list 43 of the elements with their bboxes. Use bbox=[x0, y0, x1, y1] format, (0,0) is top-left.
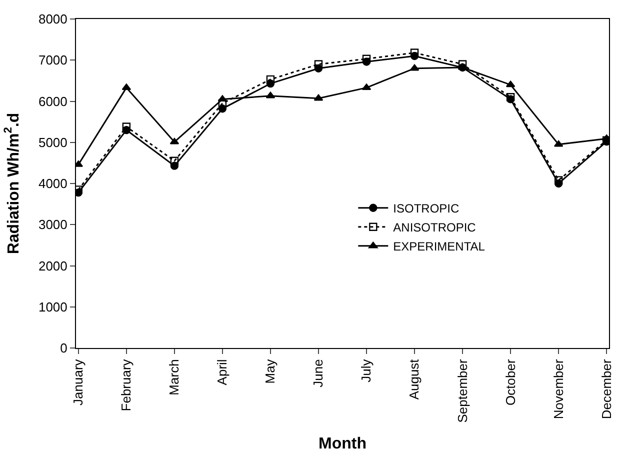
point bbox=[410, 48, 419, 57]
y-tick-label: 0 bbox=[60, 340, 68, 356]
legend-label: EXPERIMENTAL bbox=[393, 240, 486, 254]
y-tick-label: 3000 bbox=[38, 217, 68, 232]
point bbox=[314, 60, 323, 68]
point bbox=[266, 75, 275, 84]
point bbox=[314, 94, 324, 101]
point bbox=[458, 60, 467, 68]
point bbox=[170, 138, 180, 144]
point bbox=[554, 176, 563, 184]
legend-label: ISOTROPIC bbox=[393, 202, 460, 216]
y-tick-label: 2000 bbox=[38, 258, 68, 274]
point bbox=[362, 54, 371, 63]
x-tick-label: October bbox=[502, 358, 518, 406]
y-tick-label: 7000 bbox=[38, 52, 68, 68]
x-tick-label: June bbox=[310, 359, 326, 388]
point bbox=[554, 140, 564, 147]
x-tick-label: November bbox=[550, 358, 566, 420]
point bbox=[122, 122, 131, 131]
point bbox=[410, 64, 420, 71]
point bbox=[362, 84, 372, 90]
x-axis-title: Month bbox=[318, 435, 366, 452]
y-tick-label: 6000 bbox=[38, 94, 68, 109]
y-tick-label: 1000 bbox=[38, 299, 68, 314]
x-tick-label: December bbox=[598, 358, 614, 420]
x-tick-label: January bbox=[70, 358, 86, 406]
point bbox=[218, 95, 228, 102]
point bbox=[218, 99, 227, 108]
y-tick-label: 4000 bbox=[38, 176, 68, 192]
x-tick-label: April bbox=[214, 359, 230, 386]
y-tick-label: 8000 bbox=[38, 12, 68, 27]
x-tick-label: July bbox=[358, 358, 374, 382]
x-tick-label: March bbox=[166, 359, 182, 396]
y-tick-label: 5000 bbox=[38, 134, 68, 150]
x-tick-label: August bbox=[406, 358, 422, 400]
legend-label: ANISOTROPIC bbox=[393, 220, 476, 235]
x-tick-label: February bbox=[118, 358, 134, 412]
point bbox=[122, 84, 132, 90]
point bbox=[506, 80, 516, 88]
x-tick-label: May bbox=[262, 358, 278, 384]
x-tick-label: September bbox=[454, 358, 470, 423]
point bbox=[170, 156, 179, 165]
point bbox=[266, 92, 276, 98]
